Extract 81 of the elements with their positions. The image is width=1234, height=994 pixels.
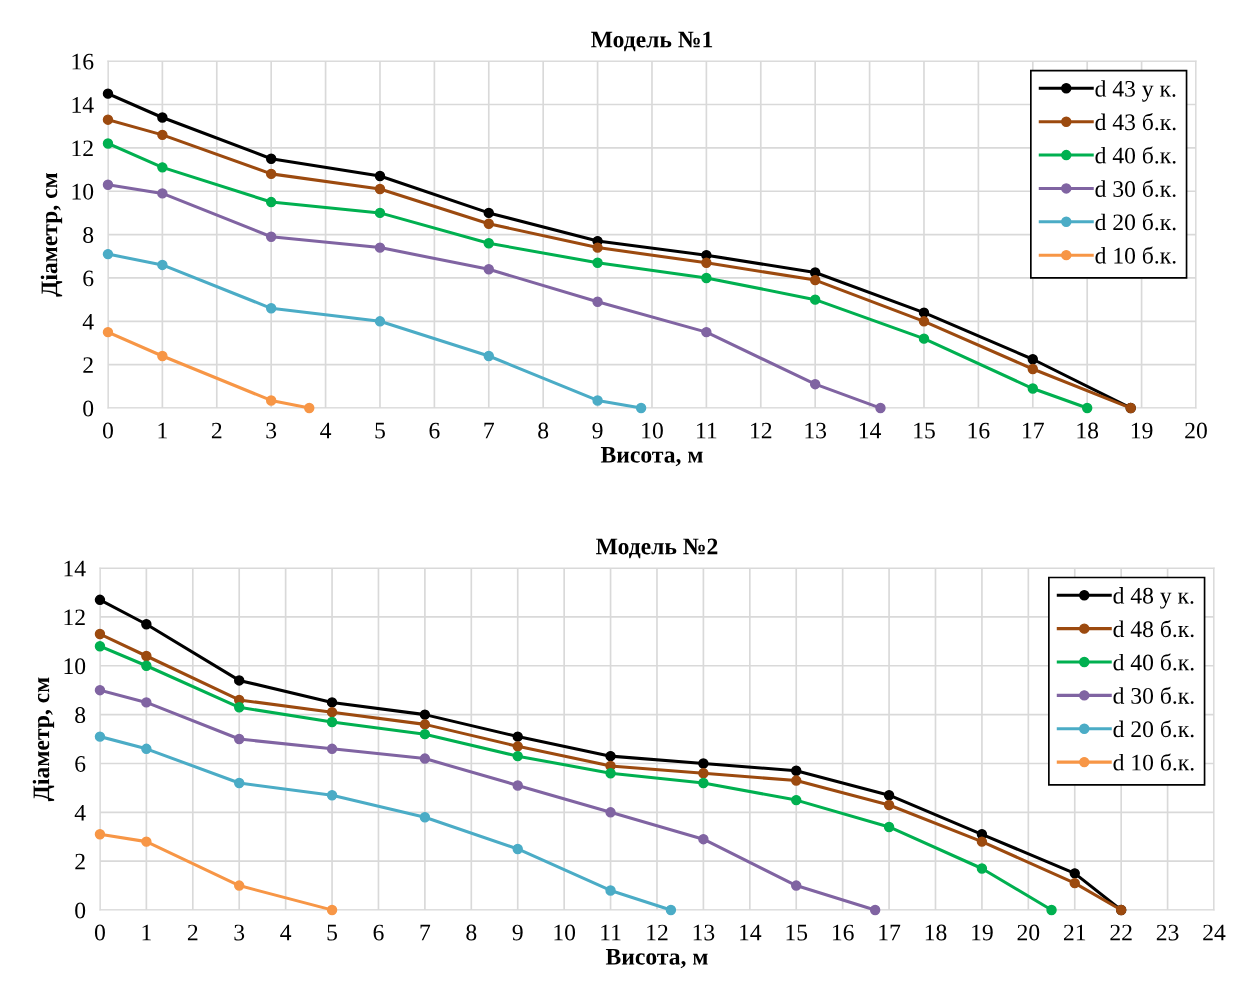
y-tick-label: 12	[64, 609, 85, 626]
y-tick-label: 10	[64, 658, 86, 675]
y-axis-title: Діаметр, см	[32, 677, 55, 802]
x-tick-label: 19	[1131, 422, 1153, 439]
x-tick-label: 18	[925, 924, 947, 941]
legend-label: d 20 б.к.	[1095, 213, 1176, 231]
chart-title: Модель №2	[596, 538, 718, 559]
x-tick-label: 5	[375, 422, 385, 439]
x-tick-label: 13	[693, 924, 715, 941]
legend-label: d 48 б.к.	[1113, 620, 1194, 638]
x-tick-label: 1	[142, 924, 151, 941]
y-tick-label: 6	[75, 756, 86, 772]
x-tick-label: 7	[484, 422, 495, 439]
x-tick-label: 11	[601, 924, 621, 941]
y-tick-label: 0	[83, 400, 94, 417]
x-tick-label: 22	[1110, 924, 1132, 941]
y-tick-label: 2	[83, 357, 93, 373]
x-tick-label: 18	[1077, 422, 1099, 439]
x-tick-label: 9	[592, 422, 603, 439]
y-tick-label: 2	[75, 853, 85, 870]
chart-title: Модель №1	[591, 31, 713, 52]
x-tick-label: 16	[832, 924, 854, 941]
legend-label: d 20 б.к.	[1113, 720, 1194, 738]
y-tick-label: 8	[83, 227, 94, 244]
x-axis-title: Висота, м	[605, 949, 708, 969]
x-tick-label: 0	[102, 422, 113, 439]
x-tick-label: 12	[751, 422, 772, 439]
x-tick-label: 8	[538, 422, 549, 439]
x-tick-label: 5	[327, 924, 338, 941]
y-tick-label: 14	[64, 560, 86, 577]
y-tick-label: 6	[83, 270, 94, 287]
legend-label: d 30 б.к.	[1095, 179, 1176, 198]
x-tick-label: 14	[859, 422, 882, 439]
x-tick-label: 13	[805, 422, 827, 439]
x-tick-label: 15	[914, 422, 935, 439]
x-tick-label: 10	[642, 422, 663, 439]
legend-label: d 43 б.к.	[1095, 113, 1176, 131]
x-tick-label: 20	[1017, 924, 1040, 941]
x-tick-label: 11	[697, 422, 717, 439]
y-tick-label: 8	[75, 707, 86, 724]
x-tick-label: 16	[968, 422, 990, 439]
x-tick-label: 2	[211, 422, 222, 439]
x-tick-label: 3	[234, 924, 245, 941]
x-tick-label: 0	[94, 924, 105, 941]
y-axis-title: Діаметр, см	[40, 173, 63, 297]
legend-label: d 10 б.к.	[1113, 753, 1194, 771]
x-tick-label: 4	[280, 924, 292, 941]
x-tick-label: 1	[158, 422, 167, 439]
legend-label: d 40 б.к.	[1113, 653, 1194, 671]
x-tick-label: 20	[1185, 422, 1207, 439]
x-tick-label: 24	[1203, 924, 1226, 941]
legend-label: d 40 б.к.	[1095, 146, 1176, 164]
y-tick-label: 4	[74, 804, 86, 821]
y-tick-label: 14	[72, 97, 94, 113]
x-tick-label: 17	[1023, 422, 1044, 439]
x-tick-label: 12	[647, 924, 668, 941]
y-tick-label: 10	[72, 183, 94, 200]
legend-label: d 30 б.к.	[1113, 686, 1194, 704]
x-axis-title: Висота, м	[600, 447, 703, 467]
legend-label: d 10 б.к.	[1095, 246, 1176, 264]
x-tick-label: 6	[373, 924, 384, 941]
x-tick-label: 15	[786, 924, 808, 941]
y-tick-label: 12	[72, 140, 93, 157]
y-tick-label: 4	[82, 313, 94, 330]
x-tick-label: 9	[512, 924, 523, 941]
y-tick-label: 0	[75, 902, 86, 919]
x-tick-label: 14	[740, 924, 762, 941]
x-tick-label: 21	[1063, 924, 1086, 941]
legend-label: d 48 у к.	[1113, 587, 1194, 609]
y-tick-label: 16	[72, 53, 94, 70]
x-tick-label: 6	[429, 422, 440, 439]
x-tick-label: 7	[420, 924, 431, 941]
x-tick-label: 2	[187, 924, 198, 941]
x-tick-label: 8	[466, 924, 477, 941]
x-tick-label: 3	[266, 422, 277, 439]
x-tick-label: 19	[972, 924, 993, 941]
x-tick-label: 4	[320, 422, 332, 439]
x-tick-label: 10	[554, 924, 576, 941]
x-tick-label: 17	[879, 924, 901, 941]
x-tick-label: 23	[1156, 924, 1179, 941]
legend-label: d 43 у к.	[1095, 80, 1176, 102]
